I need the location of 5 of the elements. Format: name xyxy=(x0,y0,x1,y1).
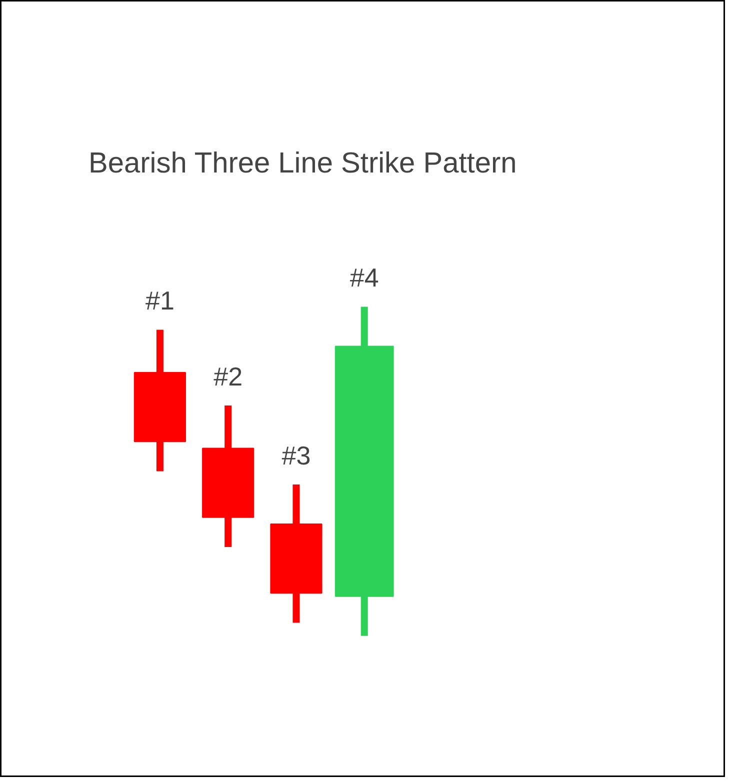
x-tick-label: #3 xyxy=(282,440,311,470)
x-tick-label: #2 xyxy=(214,361,243,392)
x-tick-label: #1 xyxy=(145,286,174,316)
x-tick-label: #4 xyxy=(350,262,379,293)
chart-title: Bearish Three Line Strike Pattern xyxy=(88,148,517,180)
